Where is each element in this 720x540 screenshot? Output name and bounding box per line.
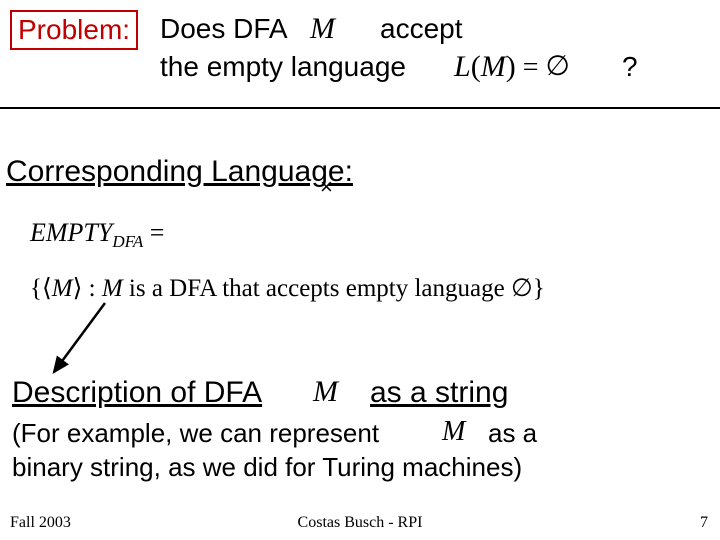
m-symbol-3: M [102,275,123,302]
slide-root: Problem: Does DFA M accept the empty lan… [0,0,720,540]
dfa-sub: DFA [112,232,143,251]
problem-label-box: Problem: [10,10,138,50]
line-does-dfa: Does DFA [160,13,288,45]
empty-eq: = [143,218,164,247]
lm-L: L [454,50,471,83]
footer-right: 7 [700,514,708,532]
m-symbol-1: M [310,12,335,46]
example-line-2: binary string, as we did for Turing mach… [12,452,522,483]
description-line: Description of DFA [12,376,262,410]
angle-r-1: ⟩ [73,275,83,302]
m-symbol-5: M [442,416,465,448]
formula-set-definition: {⟨M⟩ : M is a DFA that accepts empty lan… [30,273,545,303]
does-dfa-text: Does DFA [160,13,288,44]
m-symbol-4: M [313,375,338,409]
x-marker: × [320,174,333,200]
set-open: { [30,275,42,302]
corresponding-language-heading: Corresponding Language: [6,155,353,189]
problem-label-text: Problem: [18,14,130,45]
arrow-annotation [40,300,130,380]
formula-lm-eq-empty: L(M) = ∅ [454,50,570,84]
lm-open: ( [471,50,481,83]
lm-M: M [481,50,506,83]
set-close: } [533,275,545,302]
lm-close: ) [506,50,516,83]
line-empty-language: the empty language [160,51,406,83]
set-body: is a DFA that accepts empty language [123,275,511,302]
as-a-string: as a string [370,376,508,410]
formula-empty-dfa-lhs: EMPTYDFA = [30,218,164,252]
divider-line [0,106,720,110]
footer-center: Costas Busch - RPI [0,514,720,532]
m-symbol-2: M [52,275,73,302]
question-mark: ? [622,51,638,83]
example-line-1a: (For example, we can represent [12,418,379,449]
emptyset-2: ∅ [511,274,533,302]
example-line-1b: as a [488,418,537,449]
emptyset-1: ∅ [545,50,569,81]
descr-of-dfa: Description of DFA [12,376,262,409]
accept-text: accept [380,13,463,45]
lm-eq: = [516,52,546,83]
empty-word: EMPTY [30,218,112,247]
angle-l-1: ⟨ [42,275,52,302]
set-colon: : [82,275,101,302]
